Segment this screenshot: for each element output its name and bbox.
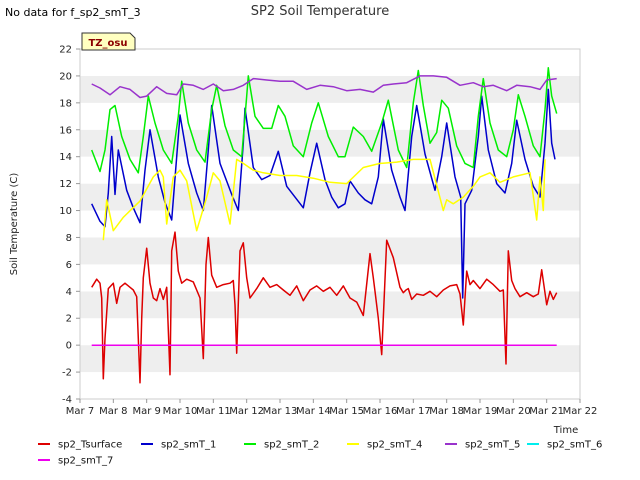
series-line-sp2-smT-1 [91, 88, 556, 299]
x-tick-label: Mar 8 [99, 406, 127, 417]
legend-label: sp2_smT_2 [264, 440, 319, 451]
legend-item: sp2_Tsurface [38, 440, 122, 451]
x-tick-label: Mar 16 [363, 406, 398, 417]
x-tick-label: Mar 9 [132, 406, 160, 417]
y-tick-label: 4 [66, 287, 72, 298]
timezone-badge-text: TZ_osu [88, 38, 127, 49]
x-tick-label: Mar 14 [296, 406, 331, 417]
legend-item: sp2_smT_7 [38, 456, 113, 467]
grid-band [80, 183, 580, 211]
grid-band [80, 237, 580, 265]
series-line-sp2-smT-4 [102, 158, 546, 241]
series-lines [91, 67, 558, 384]
legend-label: sp2_smT_6 [547, 440, 602, 451]
y-tick-label: 8 [66, 233, 72, 244]
grid-band [80, 129, 580, 157]
grid-band [80, 291, 580, 319]
legend-label: sp2_smT_7 [58, 456, 113, 467]
legend-label: sp2_smT_1 [161, 440, 216, 451]
y-tick-label: 18 [59, 98, 72, 109]
x-tick-label: Mar 20 [496, 406, 531, 417]
x-tick-label: Mar 17 [396, 406, 431, 417]
legend-label: sp2_Tsurface [58, 440, 122, 451]
y-tick-label: 22 [59, 45, 72, 56]
timezone-badge: TZ_osu [81, 32, 136, 51]
plot-frame [79, 48, 581, 400]
x-tick-label: Mar 13 [263, 406, 298, 417]
y-tick-label: -4 [62, 395, 72, 406]
x-tick-label: Mar 21 [529, 406, 564, 417]
grid-band [80, 210, 580, 238]
legend-item: sp2_smT_6 [527, 440, 602, 451]
y-tick-label: 0 [66, 341, 72, 352]
grid-band [80, 318, 580, 346]
legend-label: sp2_smT_4 [367, 440, 422, 451]
timezone-badge-box [81, 32, 136, 51]
y-tick-label: -2 [62, 368, 72, 379]
legend-item: sp2_smT_5 [445, 440, 520, 451]
y-tick-label: 16 [59, 125, 72, 136]
legend-item: sp2_smT_2 [244, 440, 319, 451]
legend-label: sp2_smT_5 [465, 440, 520, 451]
grid-band [80, 345, 580, 373]
x-tick-label: Mar 7 [66, 406, 94, 417]
y-tick-label: 2 [66, 314, 72, 325]
y-tick-label: 14 [59, 152, 72, 163]
chart-title: SP2 Soil Temperature [251, 4, 389, 19]
no-data-message: No data for f_sp2_smT_3 [5, 6, 141, 19]
x-tick-label: Mar 10 [163, 406, 198, 417]
y-tick-label: 6 [66, 260, 72, 271]
y-axis-label: Soil Temperature (C) [9, 173, 20, 276]
legend: sp2_Tsurface sp2_smT_1 sp2_smT_2 sp2_smT_4 s… [38, 440, 602, 467]
series-line-sp2-smT-2 [91, 67, 558, 174]
grid-band [80, 102, 580, 130]
x-tick-label: Mar 18 [429, 406, 464, 417]
series-line-sp2-smT-5 [91, 75, 557, 99]
grid-bands [80, 49, 580, 399]
x-tick-label: Mar 19 [463, 406, 498, 417]
x-tick-label: Mar 12 [229, 406, 264, 417]
y-axis-ticks: -4 -2 0 2 4 6 8 10 12 14 16 18 20 22 [59, 45, 80, 406]
x-tick-label: Mar 15 [329, 406, 364, 417]
legend-item: sp2_smT_1 [141, 440, 216, 451]
y-tick-label: 10 [59, 206, 72, 217]
y-tick-label: 12 [59, 179, 72, 190]
x-tick-label: Mar 22 [563, 406, 598, 417]
x-axis-label: Time [553, 425, 578, 436]
grid-band [80, 75, 580, 103]
series-line-sp2-Tsurface [91, 231, 558, 384]
x-tick-label: Mar 11 [196, 406, 231, 417]
grid-band [80, 372, 580, 399]
y-tick-label: 20 [59, 71, 72, 82]
legend-item: sp2_smT_4 [347, 440, 422, 451]
grid-band [80, 49, 580, 76]
